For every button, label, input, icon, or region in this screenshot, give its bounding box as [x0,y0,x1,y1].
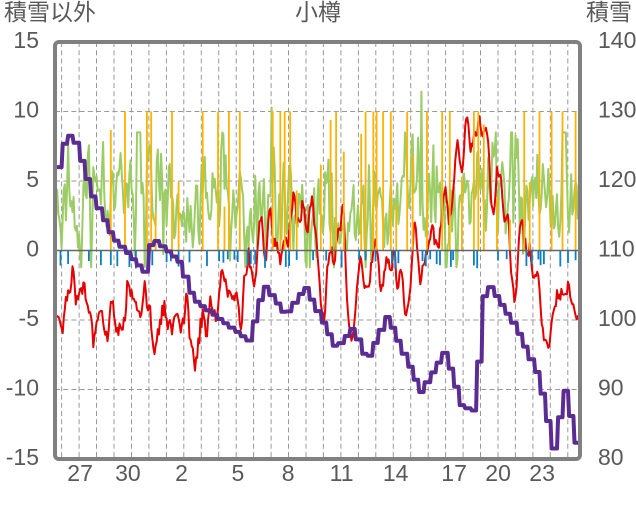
svg-text:80: 80 [598,444,624,470]
svg-text:140: 140 [598,27,636,53]
svg-text:2: 2 [175,460,188,486]
svg-text:27: 27 [67,460,93,486]
svg-text:8: 8 [282,460,295,486]
svg-text:0: 0 [26,236,39,262]
svg-text:17: 17 [441,460,467,486]
svg-text:10: 10 [13,97,39,123]
svg-text:11: 11 [330,460,354,486]
svg-text:120: 120 [598,166,636,192]
svg-text:130: 130 [598,97,636,123]
svg-text:-5: -5 [19,305,39,331]
svg-text:23: 23 [529,460,555,486]
svg-text:14: 14 [383,460,409,486]
svg-text:積雪以外: 積雪以外 [4,0,96,25]
svg-text:100: 100 [598,305,636,331]
svg-text:30: 30 [115,460,141,486]
svg-text:110: 110 [598,236,635,262]
svg-text:-10: -10 [6,375,39,401]
svg-text:90: 90 [598,375,624,401]
svg-text:-15: -15 [6,444,39,470]
svg-text:20: 20 [485,460,511,486]
svg-text:積雪: 積雪 [586,0,632,25]
svg-text:15: 15 [13,27,39,53]
svg-text:5: 5 [232,460,245,486]
svg-text:5: 5 [26,166,39,192]
svg-text:小樽: 小樽 [295,0,341,25]
